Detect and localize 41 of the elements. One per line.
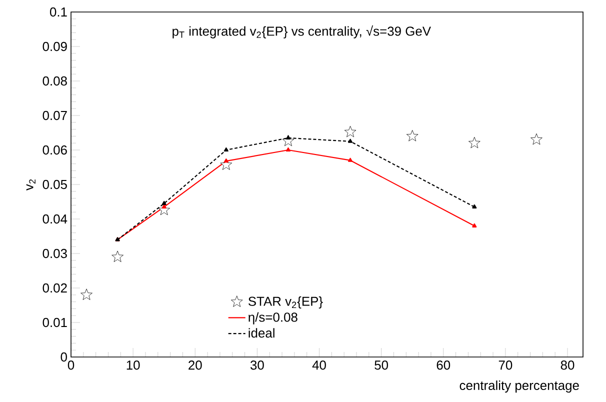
point (472, 204, 477, 208)
y-tick-label: 0.01 (42, 318, 67, 328)
y-tick-label: 0.05 (42, 180, 67, 190)
y-tick-label: 0.06 (42, 145, 67, 155)
y-tick-label: 0 (60, 352, 67, 362)
text: p$_{T}$ integrated v$_{2}${EP} vs centrality, √s=39 GeV (172, 25, 431, 38)
point (348, 158, 353, 162)
x-axis-title: centrality percentage (460, 380, 579, 393)
point (286, 147, 291, 152)
point (406, 130, 418, 142)
x-tick-label: 30 (250, 360, 264, 370)
legend-label: η/s=0.08 (248, 312, 298, 324)
x-tick-label: 50 (374, 360, 388, 370)
point (112, 250, 124, 262)
legend-label: STAR v$_{2}${EP} (248, 296, 323, 308)
x-tick-label: 70 (498, 360, 512, 370)
y-tick-label: 0.09 (42, 42, 67, 52)
point (286, 135, 291, 140)
point (80, 288, 92, 300)
y-tick-label: 0.08 (42, 76, 67, 86)
x-tick-label: 40 (312, 360, 326, 370)
point (224, 158, 228, 163)
x-tick-label: 20 (188, 360, 202, 370)
point (468, 136, 480, 148)
x-tick-label: 10 (126, 360, 140, 370)
y-tick-label: 0.03 (42, 248, 67, 258)
x-tick-label: 0 (68, 360, 74, 370)
y-tick-label: 0.07 (42, 110, 67, 120)
y-tick-label: 0.02 (42, 283, 67, 293)
y-axis-title: v$_{2}$ (26, 179, 36, 190)
y-tick-label: 0.04 (42, 214, 68, 224)
point (344, 126, 356, 138)
legend-label: ideal (248, 328, 274, 338)
point (472, 223, 477, 228)
x-tick-label: 60 (436, 360, 450, 370)
point (348, 138, 353, 143)
point (530, 133, 542, 145)
y-tick-label: 0.1 (50, 7, 67, 17)
point (224, 147, 228, 152)
point (162, 200, 166, 206)
x-tick-label: 80 (560, 360, 574, 370)
